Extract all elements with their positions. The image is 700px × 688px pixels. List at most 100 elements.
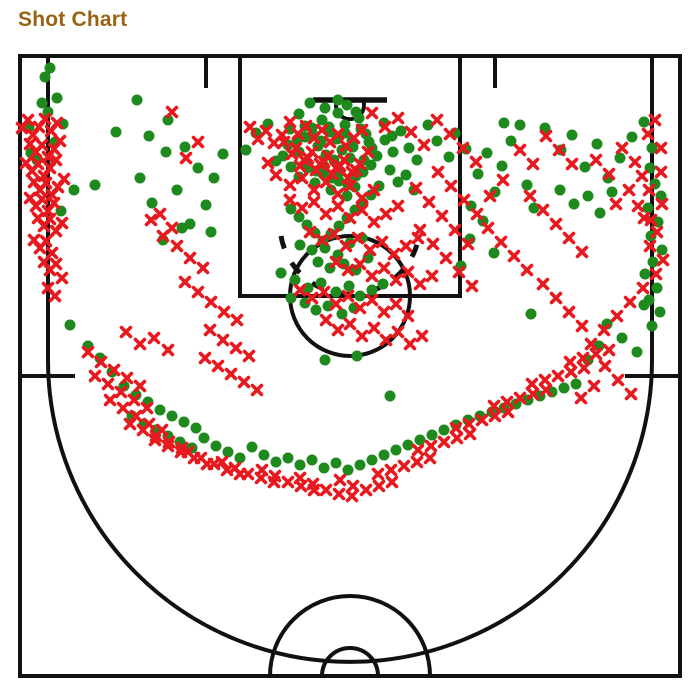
missed-shot-marker	[277, 135, 291, 149]
missed-shot-marker	[435, 209, 449, 223]
missed-shot-marker	[156, 229, 170, 243]
made-shot-marker	[332, 107, 344, 119]
missed-shot-marker	[399, 239, 413, 253]
made-shot-marker	[654, 306, 666, 318]
missed-shot-marker	[413, 277, 427, 291]
missed-shot-marker	[355, 329, 369, 343]
made-shot-marker	[646, 142, 658, 154]
missed-shot-marker	[339, 239, 353, 253]
made-shot-marker	[240, 144, 252, 156]
missed-shot-marker	[375, 235, 389, 249]
missed-shot-marker	[315, 233, 329, 247]
missed-shot-marker	[204, 295, 218, 309]
missed-shot-marker	[385, 475, 399, 489]
made-shot-marker	[400, 169, 412, 181]
made-shot-marker	[294, 459, 306, 471]
made-shot-marker	[315, 277, 327, 289]
missed-shot-marker	[88, 369, 102, 383]
made-shot-marker	[160, 146, 172, 158]
made-shot-marker	[210, 440, 222, 452]
made-shot-marker	[330, 286, 342, 298]
made-shot-marker	[285, 203, 297, 215]
made-shot-marker	[282, 452, 294, 464]
missed-shot-marker	[413, 223, 427, 237]
made-shot-marker	[366, 454, 378, 466]
missed-shot-marker	[475, 413, 489, 427]
made-shot-marker	[594, 207, 606, 219]
made-shot-marker	[285, 292, 297, 304]
missed-shot-marker	[456, 141, 470, 155]
made-shot-marker	[333, 220, 345, 232]
missed-shot-marker	[361, 145, 375, 159]
missed-shot-marker	[120, 371, 134, 385]
made-shot-marker	[614, 152, 626, 164]
missed-shot-marker	[565, 157, 579, 171]
missed-shot-marker	[401, 265, 415, 279]
missed-shot-marker	[119, 325, 133, 339]
missed-shot-marker	[391, 325, 405, 339]
missed-shot-marker	[319, 483, 333, 497]
missed-shot-marker	[367, 215, 381, 229]
missed-shot-marker	[610, 309, 624, 323]
made-shot-marker	[392, 176, 404, 188]
made-shot-marker	[312, 256, 324, 268]
missed-shot-marker	[133, 379, 147, 393]
made-shot-marker	[110, 126, 122, 138]
missed-shot-marker	[575, 245, 589, 259]
missed-shot-marker	[562, 305, 576, 319]
made-shot-marker	[306, 244, 318, 256]
made-shot-marker	[431, 135, 443, 147]
made-shot-marker	[568, 198, 580, 210]
made-shot-marker	[336, 308, 348, 320]
missed-shot-marker	[520, 263, 534, 277]
missed-shot-marker	[367, 321, 381, 335]
made-shot-marker	[275, 267, 287, 279]
missed-shot-marker	[35, 192, 49, 206]
missed-shot-marker	[635, 169, 649, 183]
missed-shot-marker	[229, 341, 243, 355]
made-shot-marker	[606, 186, 618, 198]
made-shot-marker	[498, 117, 510, 129]
missed-shot-marker	[355, 191, 369, 205]
missed-shot-marker	[389, 297, 403, 311]
missed-shot-marker	[38, 112, 52, 126]
missed-shot-marker	[343, 317, 357, 331]
made-shot-marker	[387, 146, 399, 158]
missed-shot-marker	[53, 134, 67, 148]
center-circle-group	[268, 594, 432, 677]
missed-shot-marker	[183, 251, 197, 265]
missed-shot-marker	[295, 201, 309, 215]
missed-shot-marker	[649, 267, 663, 281]
missed-shot-marker	[496, 173, 510, 187]
made-shot-marker	[330, 457, 342, 469]
missed-shot-marker	[424, 439, 438, 453]
made-shot-marker	[354, 290, 366, 302]
missed-shot-marker	[481, 221, 495, 235]
missed-shot-marker	[147, 331, 161, 345]
made-shot-marker	[68, 184, 80, 196]
missed-shot-marker	[268, 469, 282, 483]
made-shot-marker	[258, 449, 270, 461]
made-shot-marker	[411, 154, 423, 166]
missed-shot-marker	[415, 329, 429, 343]
made-shot-marker	[64, 319, 76, 331]
missed-shot-marker	[242, 349, 256, 363]
made-shot-marker	[179, 141, 191, 153]
made-shot-marker	[631, 346, 643, 358]
missed-shot-marker	[283, 115, 297, 129]
made-shot-marker	[570, 378, 582, 390]
missed-shot-marker	[224, 367, 238, 381]
missed-shot-marker	[283, 178, 297, 192]
missed-shot-marker	[127, 393, 141, 407]
made-shot-marker	[639, 268, 651, 280]
missed-shot-marker	[624, 387, 638, 401]
missed-shot-marker	[165, 105, 179, 119]
missed-shot-marker	[523, 189, 537, 203]
missed-shot-marker	[203, 323, 217, 337]
missed-shot-marker	[469, 155, 483, 169]
made-shot-marker	[350, 106, 362, 118]
missed-shot-marker	[538, 373, 552, 387]
made-shot-marker	[525, 308, 537, 320]
missed-shot-marker	[587, 379, 601, 393]
missed-shot-marker	[488, 409, 502, 423]
